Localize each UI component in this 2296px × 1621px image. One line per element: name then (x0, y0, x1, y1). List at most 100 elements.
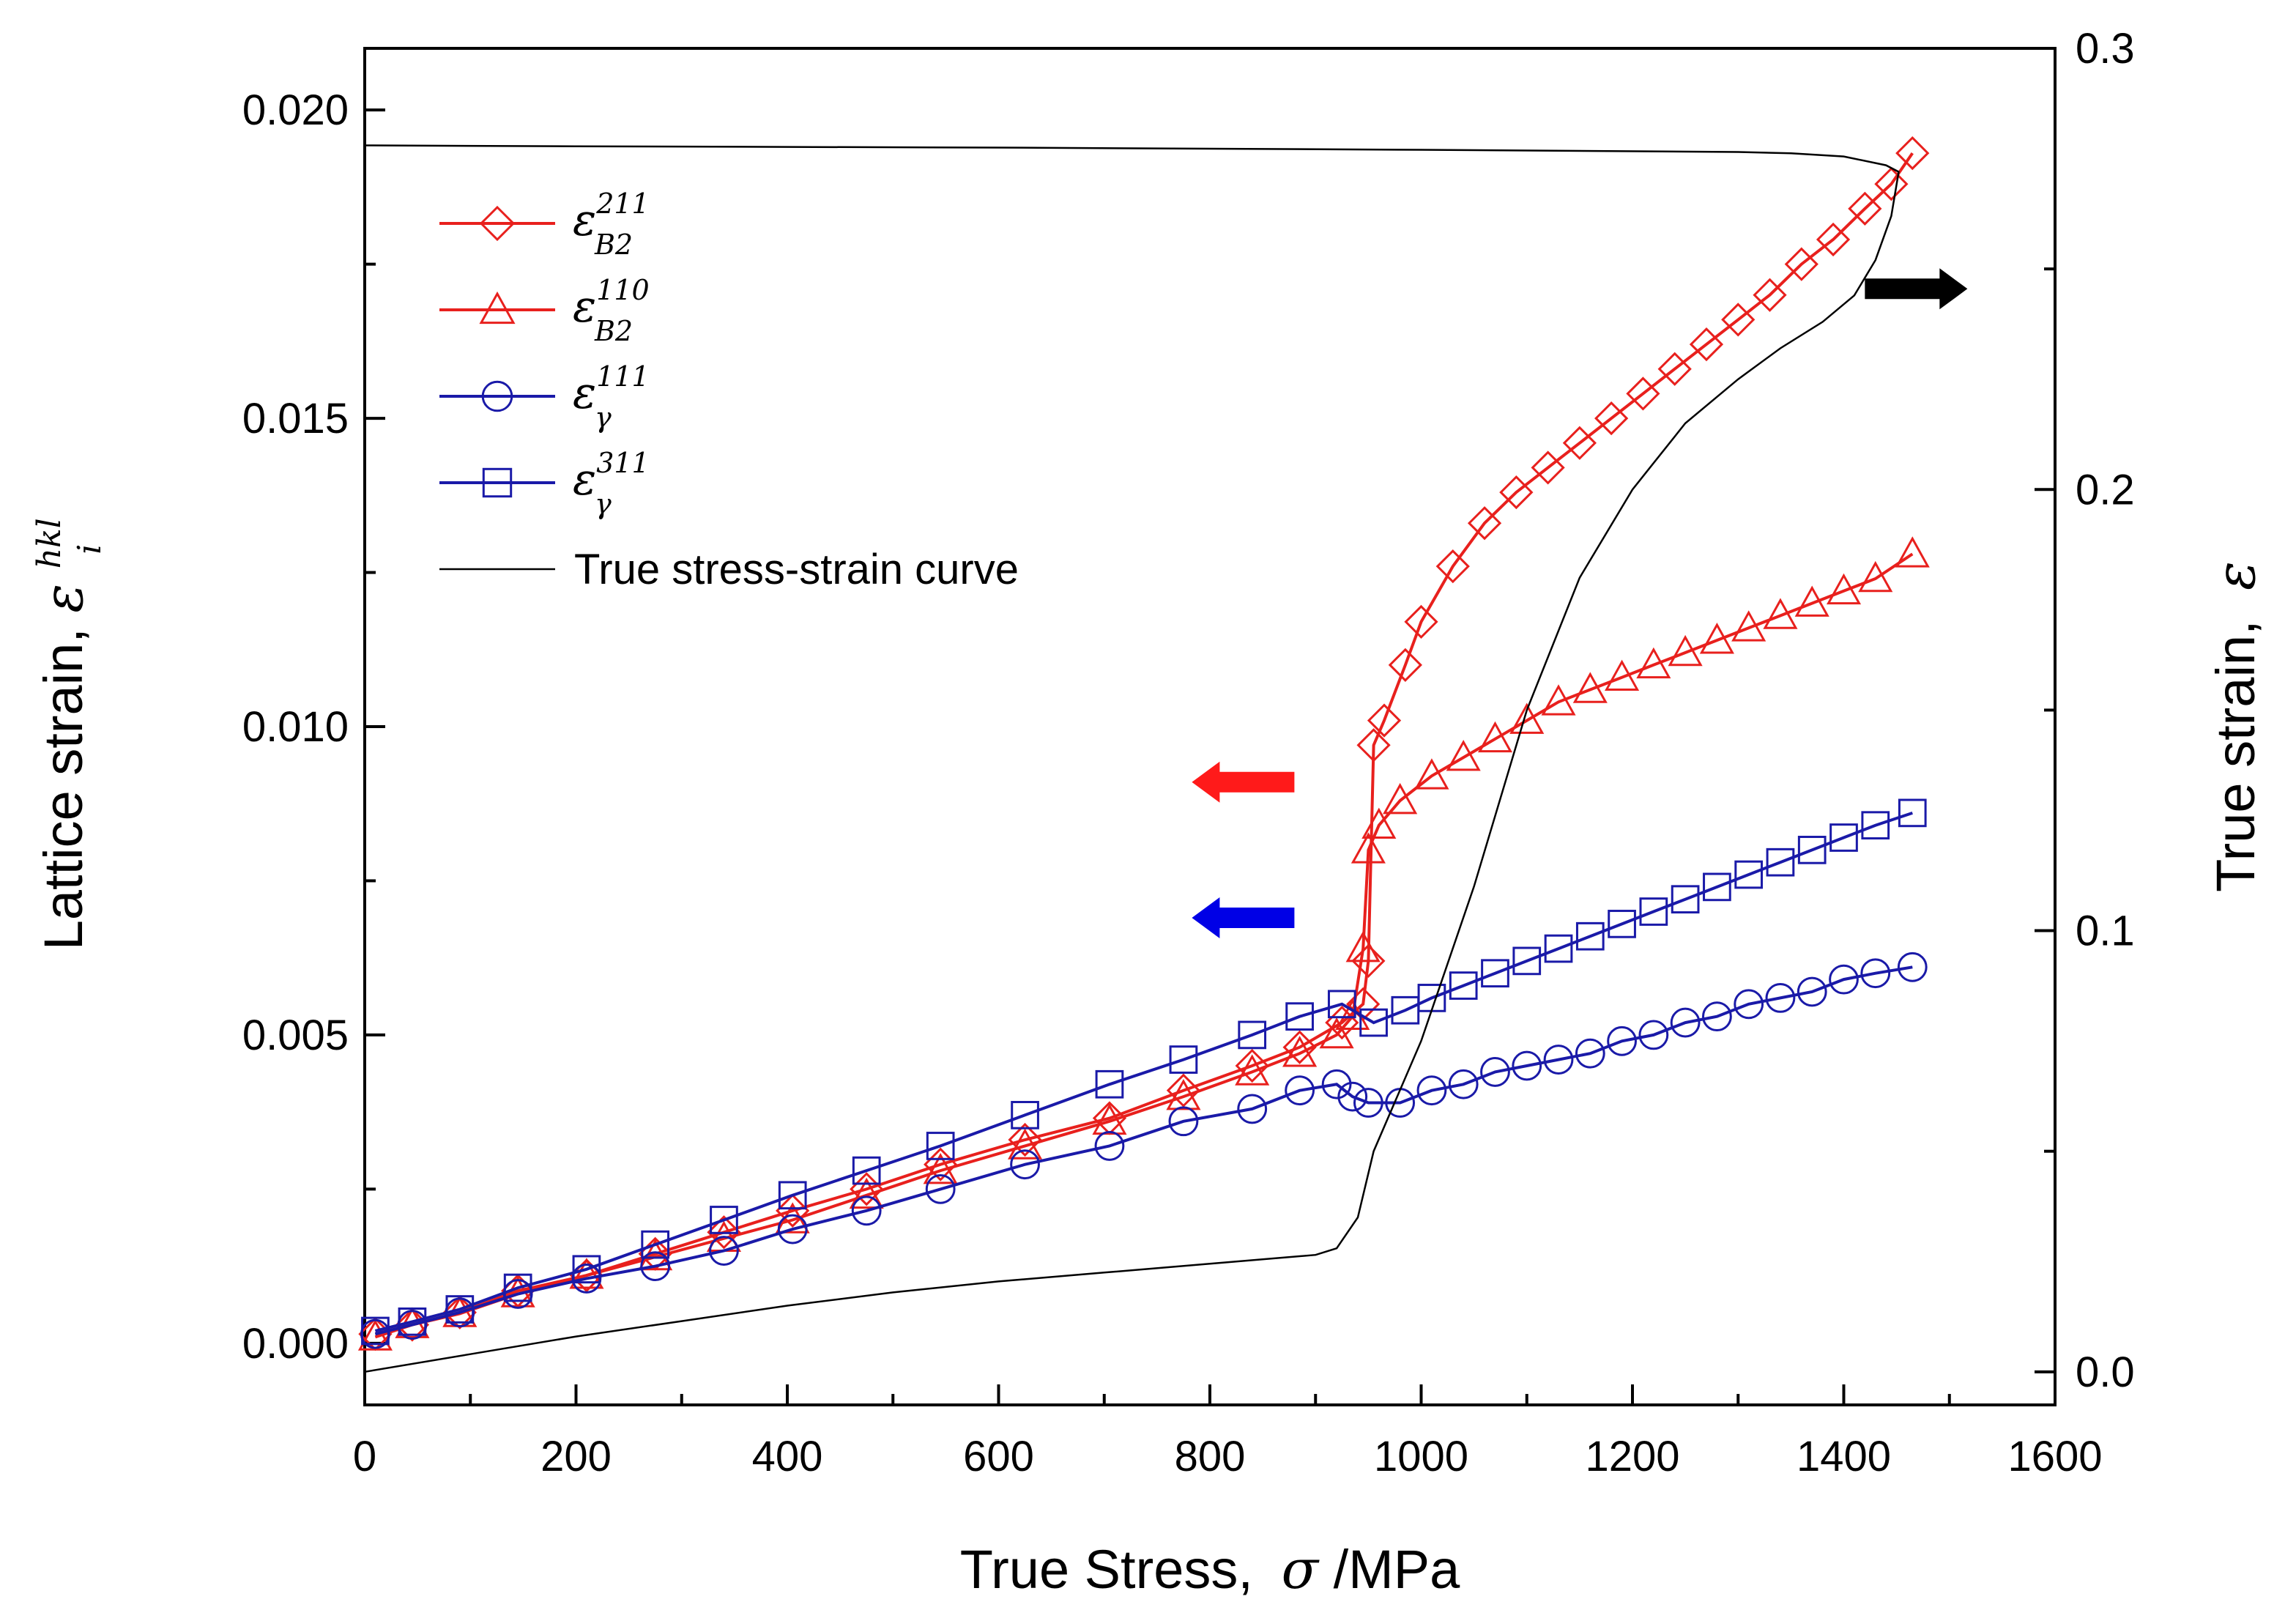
data-point-diamond (1435, 549, 1470, 584)
legend-symbol: ε (573, 281, 596, 333)
legend-superscript: 111 (596, 360, 650, 393)
data-point-circle (1480, 1057, 1510, 1087)
data-point-square (572, 1255, 601, 1284)
data-point-square (1449, 971, 1478, 1000)
legend-entry-2: ε111 γ (439, 360, 650, 434)
data-point-diamond (1816, 222, 1851, 257)
data-point-square (1829, 823, 1858, 852)
legend-label: True stress-strain curve (574, 546, 1019, 593)
y2-axis-title-symbol: ε (2204, 561, 2267, 590)
data-point-triangle (1509, 702, 1545, 734)
data-point-triangle (357, 1319, 393, 1351)
y2-tick-label: 0.3 (2076, 25, 2135, 73)
y2-tick-label: 0.0 (2076, 1349, 2135, 1396)
legend-marker-circle (481, 380, 513, 412)
data-point-square (710, 1206, 738, 1234)
legend-superscript: 311 (596, 447, 650, 479)
data-point-circle (1670, 1007, 1701, 1038)
legend-entry-1: ε110 B2 (439, 274, 650, 347)
x-tick-label: 200 (540, 1433, 612, 1480)
x-tick-label: 600 (963, 1433, 1034, 1480)
axis-ticks (363, 47, 2057, 1405)
legend-label: ε111 γ (573, 360, 650, 434)
data-point-triangle (849, 1177, 884, 1209)
data-point-triangle (1858, 560, 1893, 593)
series-line (364, 144, 1900, 1373)
data-point-diamond (1626, 376, 1660, 411)
data-point-triangle (1414, 758, 1449, 790)
data-point-diamond (1235, 1048, 1269, 1083)
data-point-square (1797, 836, 1827, 864)
x-tick-label: 0 (353, 1433, 376, 1480)
data-point-square (1703, 872, 1731, 902)
data-point-circle (1638, 1020, 1669, 1050)
data-point-diamond (776, 1193, 810, 1228)
data-point-square (398, 1307, 427, 1336)
data-point-triangle (1668, 634, 1703, 667)
x-axis-title: True Stress, σ /MPa (960, 1538, 1460, 1601)
data-point-triangle (1477, 721, 1513, 753)
data-point-triangle (1383, 782, 1418, 815)
data-point-circle (1765, 983, 1796, 1013)
y-axis-title-superscript: hkl (31, 518, 68, 568)
data-point-square (1327, 990, 1356, 1019)
data-point-circle (1416, 1075, 1447, 1106)
series-2 (360, 952, 1928, 1349)
data-point-diamond (1594, 401, 1629, 436)
data-point-circle (1010, 1149, 1040, 1180)
arrow-left-1 (1192, 897, 1295, 938)
data-point-square (1238, 1020, 1267, 1050)
legend-label: ε311 γ (573, 447, 650, 520)
data-point-circle (1237, 1094, 1268, 1124)
data-point-square (503, 1273, 532, 1302)
data-point-circle (1337, 1081, 1368, 1112)
y2-axis-title: True strain, ε (2204, 561, 2267, 892)
data-point-diamond (1562, 426, 1597, 460)
data-point-circle (1543, 1045, 1574, 1075)
data-point-square (1512, 946, 1542, 976)
arrow-right-2 (1865, 268, 1968, 310)
data-point-triangle (1166, 1079, 1201, 1110)
data-point-diamond (1367, 703, 1402, 738)
axis-indicator-arrows (1192, 268, 1968, 938)
data-point-square (1608, 910, 1636, 938)
data-point-triangle (1895, 536, 1930, 568)
data-point-triangle (1361, 807, 1397, 839)
data-point-triangle (1605, 659, 1640, 691)
data-point-square (1861, 811, 1890, 840)
data-point-diamond (1531, 450, 1565, 485)
data-point-circle (851, 1195, 882, 1226)
legend-subscript: γ (595, 488, 612, 520)
series-line (374, 965, 1913, 1336)
legend-label: ε211 B2 (573, 188, 650, 261)
y-axis-title-symbol: ε (32, 584, 95, 613)
data-point-triangle (1092, 1103, 1127, 1135)
data-point-square (1766, 847, 1795, 877)
data-point-square (1169, 1045, 1198, 1074)
data-point-diamond (1388, 648, 1422, 682)
data-point-circle (777, 1214, 808, 1245)
data-point-triangle (1572, 672, 1608, 703)
data-point-triangle (1351, 832, 1386, 864)
y-tick-label: 0.010 (242, 703, 349, 751)
legend-superscript: 110 (596, 274, 650, 306)
data-point-square (361, 1316, 390, 1346)
data-point-diamond (1895, 136, 1930, 171)
data-point-square (1671, 885, 1700, 914)
y-tick-label: 0.000 (242, 1320, 349, 1368)
data-point-square (1359, 1008, 1388, 1037)
data-point-diamond (1721, 303, 1756, 337)
legend-symbol: ε (573, 195, 596, 246)
x-tick-label: 1000 (1374, 1433, 1468, 1480)
data-point-circle (1168, 1106, 1199, 1137)
data-point-triangle (1826, 573, 1862, 605)
series-4 (364, 144, 1900, 1373)
data-point-diamond (1784, 247, 1818, 281)
data-point-square (1639, 897, 1668, 926)
legend-symbol: ε (573, 368, 596, 419)
data-point-square (1481, 959, 1509, 988)
legend-entry-0: ε211 B2 (439, 188, 650, 261)
x-tick-label: 800 (1175, 1433, 1246, 1480)
x-tick-label: 1200 (1585, 1433, 1679, 1480)
data-point-square (1734, 860, 1764, 889)
